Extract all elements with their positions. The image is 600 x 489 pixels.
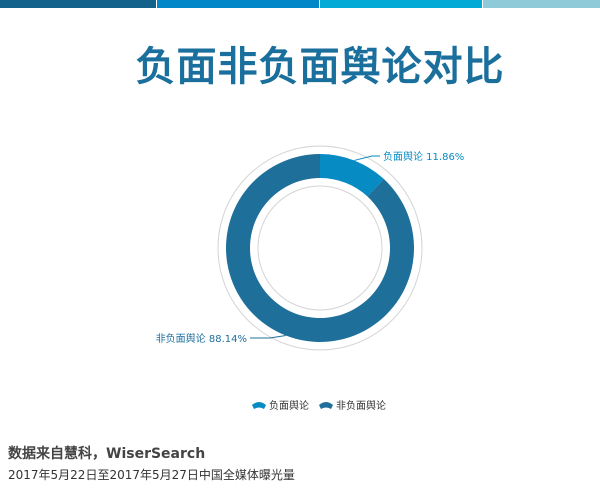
legend-marker-icon-1: [319, 402, 333, 409]
label-line-0: [354, 155, 380, 161]
slice-1: [226, 154, 414, 342]
top-bar-4: [483, 0, 600, 8]
legend-item-1: 非负面舆论: [336, 399, 386, 412]
outer-guide-circle: [217, 145, 423, 351]
top-bar-3: [320, 0, 482, 8]
inner-guide-circle: [257, 185, 383, 311]
legend-marker-icon-0: [252, 402, 266, 409]
top-bar-1: [0, 0, 156, 8]
label-line-1: [250, 335, 286, 339]
source-text: 数据来自慧科，WiserSearch: [8, 446, 206, 462]
page-title: 负面非负面舆论对比: [135, 44, 505, 90]
legend-item-0: 负面舆论: [269, 399, 309, 412]
slice-label-1: 非负面舆论 88.14%: [156, 332, 247, 345]
slice-label-0: 负面舆论 11.86%: [383, 150, 464, 163]
top-bar-2: [157, 0, 319, 8]
slice-0: [320, 154, 384, 197]
note-text: 2017年5月22日至2017年5月27日中国全媒体曝光量: [8, 468, 295, 482]
